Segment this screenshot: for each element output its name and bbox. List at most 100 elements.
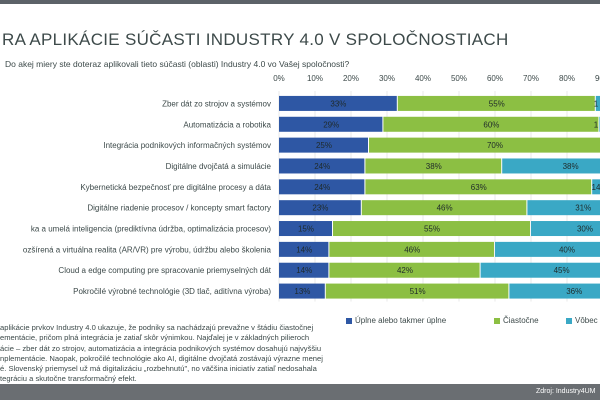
- footer-bar: [0, 384, 600, 400]
- legend-swatch: [566, 317, 572, 324]
- bar-segment: [592, 179, 600, 195]
- data-label: 25%: [316, 141, 332, 150]
- bar-segment: [509, 283, 600, 299]
- summary-note-line: tegráciu a skutočne transformačný efekt.: [0, 374, 137, 384]
- category-labels: Zber dát zo strojov a systémov Automatizá…: [23, 99, 272, 296]
- category-label: Integrácia podnikových informačných syst…: [103, 141, 271, 150]
- data-label: 38%: [563, 162, 579, 171]
- data-label: 55%: [489, 99, 505, 108]
- category-label: Zber dát zo strojov a systémov: [162, 99, 271, 108]
- bar-segment: [279, 200, 361, 216]
- data-label: 36%: [566, 287, 582, 296]
- bar-segment: [279, 221, 332, 237]
- data-label: 30%: [577, 225, 593, 234]
- x-tick-label: 40%: [415, 74, 431, 83]
- bar-segment: [329, 241, 494, 257]
- legend-label: Vôbec: [575, 316, 598, 325]
- data-label: 60%: [483, 120, 499, 129]
- data-label: 31%: [575, 204, 591, 213]
- summary-note-line: ácie – zber dát zo strojov, automatizáci…: [0, 343, 322, 353]
- bar-segment: [279, 179, 365, 195]
- legend-swatch: [346, 317, 352, 324]
- page-title: RA APLIKÁCIE SÚČASTI INDUSTRY 4.0 V SPOL…: [2, 30, 509, 49]
- data-label: 13%: [294, 287, 310, 296]
- data-label: 1: [594, 99, 599, 108]
- x-axis-ticks: 0% 10% 20% 30% 40% 50% 60% 70% 80% 90%: [273, 74, 600, 83]
- data-label: 24%: [314, 162, 330, 171]
- data-label: 46%: [437, 204, 453, 213]
- bar-segment: [527, 200, 600, 216]
- bar-segment: [333, 221, 530, 237]
- bar-segment: [361, 200, 527, 216]
- bar-segment: [279, 158, 365, 174]
- legend-item: Vôbec: [566, 316, 598, 325]
- bar-segment: [480, 262, 600, 278]
- bar-segment: [495, 241, 600, 257]
- bar-segment: [279, 95, 397, 111]
- value-labels: 33% 55% 1 29% 60% 1 25% 70% 24% 38% 38% 24% 63% 14 23%…: [294, 99, 600, 296]
- x-tick-label: 80%: [559, 74, 575, 83]
- data-label: 14%: [296, 245, 312, 254]
- data-label: 45%: [554, 266, 570, 275]
- x-tick-label: 60%: [487, 74, 503, 83]
- data-label: 15%: [298, 225, 314, 234]
- x-tick-label: 10%: [307, 74, 323, 83]
- category-label: Digitálne dvojčatá a simulácie: [166, 162, 272, 171]
- category-label: Pokročilé výrobné technológie (3D tlač, …: [73, 287, 271, 296]
- x-tick-label: 0%: [273, 74, 285, 83]
- category-label: ozšírená a virtuálna realita (AR/VR) pre…: [23, 245, 272, 254]
- x-tick-label: 50%: [451, 74, 467, 83]
- data-label: 38%: [426, 162, 442, 171]
- source-label: Zdroj: Industry4UM: [536, 388, 596, 395]
- summary-note-line: nplementácie. Naopak, pokročilé technoló…: [0, 353, 323, 363]
- data-label: 63%: [471, 183, 487, 192]
- summary-note-line: aplikácie prvkov Industry 4.0 ukazuje, ž…: [0, 323, 314, 332]
- bar-segment: [329, 262, 480, 278]
- survey-question: Do akej miery ste doteraz aplikovali tie…: [5, 59, 350, 69]
- x-tick-label: 20%: [343, 74, 359, 83]
- category-label: Kybernetická bezpečnosť pre digitálne pr…: [80, 183, 271, 192]
- bar-segment: [325, 283, 509, 299]
- data-label: 14: [592, 183, 600, 192]
- data-label: 24%: [314, 183, 330, 192]
- data-label: 14%: [296, 266, 312, 275]
- bar-segment: [279, 116, 383, 132]
- x-tick-label: 70%: [523, 74, 539, 83]
- data-label: 51%: [410, 287, 426, 296]
- bar-segment: [369, 137, 600, 153]
- bar-segment: [531, 221, 600, 237]
- bar-segment: [365, 179, 592, 195]
- category-label: Automatizácia a robotika: [183, 120, 271, 129]
- bar-segment: [279, 241, 329, 257]
- bar-segment: [279, 283, 325, 299]
- legend-swatch: [494, 317, 500, 324]
- legend-item: Úplne alebo takmer úplne: [346, 316, 446, 325]
- bar-segment: [595, 95, 600, 111]
- data-label: 55%: [424, 225, 440, 234]
- data-label: 46%: [404, 245, 420, 254]
- data-label: 1: [594, 120, 599, 129]
- bar-segment: [279, 262, 329, 278]
- bar-segment: [502, 158, 600, 174]
- bar-segment: [365, 158, 502, 174]
- data-label: 23%: [312, 204, 328, 213]
- legend-label: Čiastočne: [503, 316, 539, 325]
- bars: [279, 95, 600, 299]
- bar-segment: [279, 137, 368, 153]
- data-label: 29%: [323, 120, 339, 129]
- category-label: Cloud a edge computing pre spracovanie p…: [58, 266, 271, 275]
- data-label: 33%: [330, 99, 346, 108]
- data-label: 42%: [397, 266, 413, 275]
- x-tick-label: 30%: [379, 74, 395, 83]
- bar-segment: [383, 116, 599, 132]
- legend-label: Úplne alebo takmer úplne: [355, 316, 447, 325]
- category-label: Digitálne riadenie procesov / koncepty s…: [87, 204, 271, 213]
- summary-note-line: é. Slovenský priemysel už má digitalizác…: [0, 364, 317, 374]
- x-tick-label: 90%: [595, 74, 600, 83]
- data-label: 70%: [487, 141, 503, 150]
- data-label: 40%: [559, 245, 575, 254]
- category-label: ka a umelá inteligencia (prediktívna údr…: [31, 225, 271, 234]
- top-accent-bar: [0, 0, 600, 4]
- summary-note-line: ementácie, pričom plná integrácia je zat…: [0, 333, 310, 343]
